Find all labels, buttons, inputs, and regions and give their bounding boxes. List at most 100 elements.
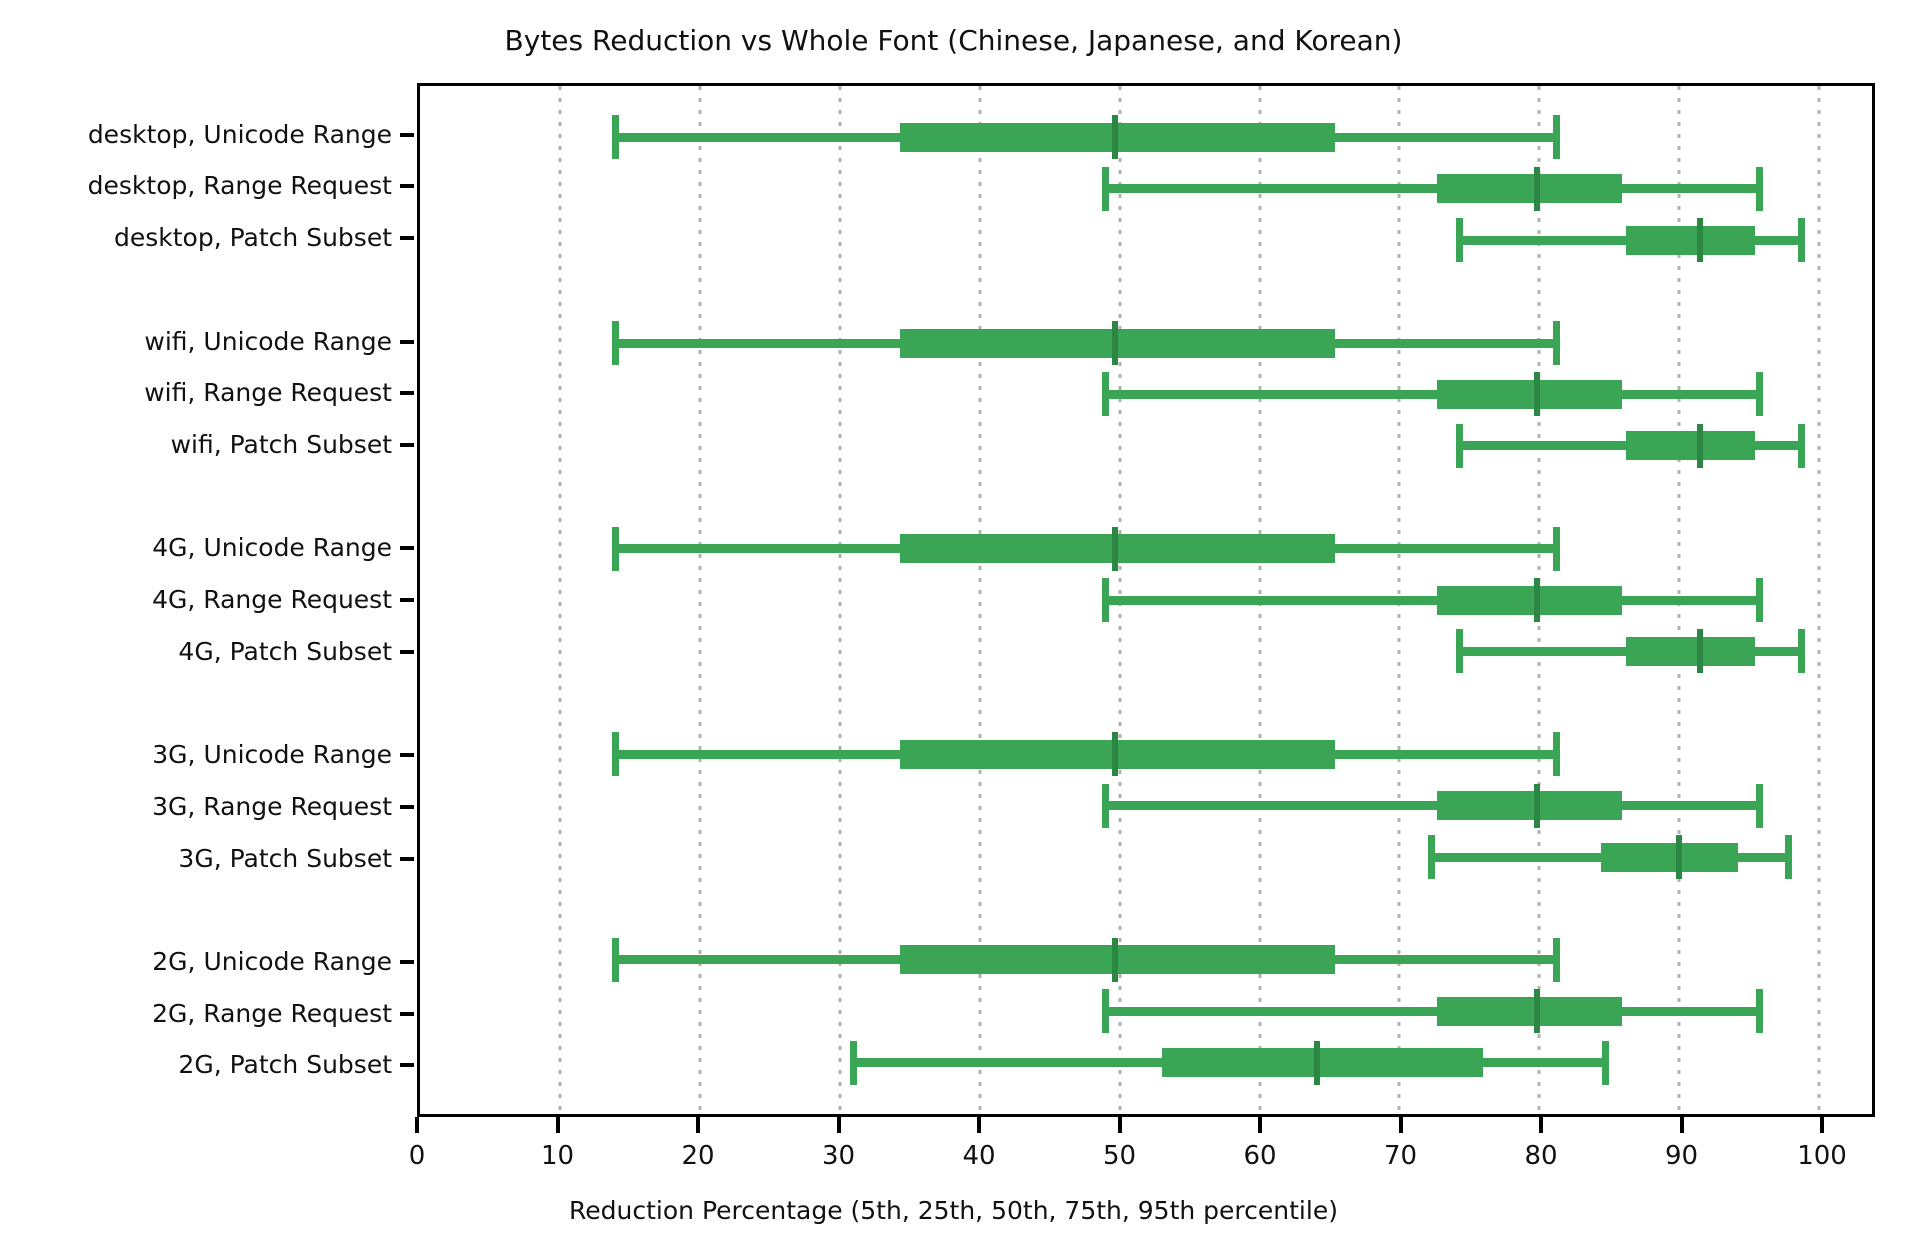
y-tick-label: 2G, Range Request [152, 998, 392, 1028]
whisker-cap-high [1552, 321, 1560, 365]
x-tick [1117, 1117, 1122, 1133]
x-tick-label: 80 [1524, 1141, 1558, 1171]
plot-area [417, 83, 1875, 1117]
y-tick [400, 1011, 414, 1016]
y-tick [400, 546, 414, 551]
chart-title: Bytes Reduction vs Whole Font (Chinese, … [504, 24, 1403, 57]
median-line [1533, 989, 1540, 1034]
whisker-cap-low [850, 1040, 858, 1085]
y-tick-label: 3G, Patch Subset [178, 843, 392, 873]
x-tick [696, 1117, 700, 1133]
whisker-cap-low [612, 732, 620, 777]
whisker-cap-low [1102, 783, 1110, 828]
median-line [1697, 629, 1704, 674]
whisker-cap-high [1797, 218, 1805, 263]
median-line [1697, 423, 1704, 468]
median-line [1533, 166, 1540, 211]
gridline-20 [698, 86, 702, 1114]
whisker-cap-high [1755, 372, 1763, 417]
whisker-line [1105, 184, 1760, 194]
x-tick [555, 1117, 560, 1133]
iqr-box [1437, 791, 1622, 821]
x-tick [836, 1117, 841, 1133]
iqr-box [1626, 225, 1755, 255]
median-line [1697, 218, 1704, 263]
x-tick [977, 1117, 981, 1133]
whisker-cap-low [612, 937, 620, 982]
y-tick-label: 2G, Unicode Range [152, 946, 392, 976]
y-tick-label: desktop, Unicode Range [87, 119, 392, 149]
y-tick [400, 391, 414, 396]
iqr-box [1161, 1048, 1484, 1078]
x-tick-label: 0 [408, 1141, 426, 1171]
median-line [1533, 578, 1540, 622]
whisker-cap-low [1102, 578, 1110, 622]
whisker-cap-low [1456, 423, 1464, 468]
y-tick [400, 856, 414, 861]
whisker-cap-high [1552, 732, 1560, 777]
whisker-cap-high [1552, 115, 1560, 160]
y-tick [400, 1063, 414, 1068]
x-tick-label: 70 [1383, 1141, 1418, 1171]
x-tick-label: 40 [962, 1141, 996, 1171]
y-tick [400, 132, 414, 137]
whisker-cap-high [1797, 629, 1805, 674]
whisker-cap-high [1755, 783, 1763, 828]
whisker-line [1105, 389, 1760, 399]
y-tick [400, 184, 414, 189]
median-line [1313, 1040, 1320, 1085]
whisker-cap-low [1102, 372, 1110, 417]
whisker-cap-high [1784, 835, 1792, 879]
x-tick [1258, 1117, 1263, 1133]
y-tick-label: 2G, Patch Subset [178, 1050, 392, 1080]
median-line [1533, 372, 1540, 417]
x-tick-label: 60 [1243, 1141, 1277, 1171]
iqr-box [1437, 996, 1622, 1026]
y-tick [400, 649, 414, 654]
whisker-cap-high [1601, 1040, 1609, 1085]
x-tick [1539, 1117, 1544, 1133]
whisker-cap-low [1456, 218, 1464, 263]
whisker-cap-low [1102, 989, 1110, 1034]
y-tick-label: 3G, Unicode Range [152, 740, 392, 770]
whisker-cap-high [1755, 578, 1763, 622]
whisker-cap-high [1552, 937, 1560, 982]
y-tick [400, 339, 414, 344]
iqr-box [1600, 842, 1739, 872]
x-tick-label: 90 [1664, 1141, 1699, 1171]
median-line [1533, 783, 1540, 828]
whisker-cap-high [1755, 166, 1763, 211]
y-tick [400, 598, 414, 602]
median-line [1112, 526, 1119, 571]
gridline-30 [838, 86, 842, 1114]
whisker-line [1105, 1006, 1760, 1016]
y-tick-label: desktop, Patch Subset [113, 223, 392, 253]
median-line [1112, 321, 1119, 365]
y-tick-label: 4G, Patch Subset [178, 636, 392, 666]
y-tick [400, 753, 414, 758]
iqr-box [1437, 174, 1622, 204]
median-line [1112, 937, 1119, 982]
whisker-cap-high [1797, 423, 1805, 468]
x-tick-label: 10 [540, 1141, 575, 1171]
whisker-cap-low [1428, 835, 1436, 879]
y-tick-label: 4G, Range Request [152, 585, 392, 614]
whisker-line [1105, 595, 1760, 605]
iqr-box [1437, 379, 1622, 409]
x-axis-label: Reduction Percentage (5th, 25th, 50th, 7… [569, 1196, 1338, 1225]
x-tick-label: 100 [1797, 1141, 1847, 1171]
median-line [1676, 835, 1683, 879]
whisker-cap-low [612, 526, 620, 571]
y-tick-label: 4G, Unicode Range [152, 533, 392, 563]
y-tick-label: desktop, Range Request [87, 171, 392, 201]
gridline-10 [558, 86, 562, 1114]
whisker-cap-high [1552, 526, 1560, 571]
iqr-box [1626, 431, 1755, 461]
median-line [1112, 732, 1119, 777]
y-tick-label: 3G, Range Request [152, 791, 392, 821]
x-tick-label: 20 [681, 1141, 715, 1171]
x-tick-label: 50 [1102, 1141, 1137, 1171]
x-tick [1820, 1117, 1825, 1133]
whisker-line [1105, 801, 1760, 811]
